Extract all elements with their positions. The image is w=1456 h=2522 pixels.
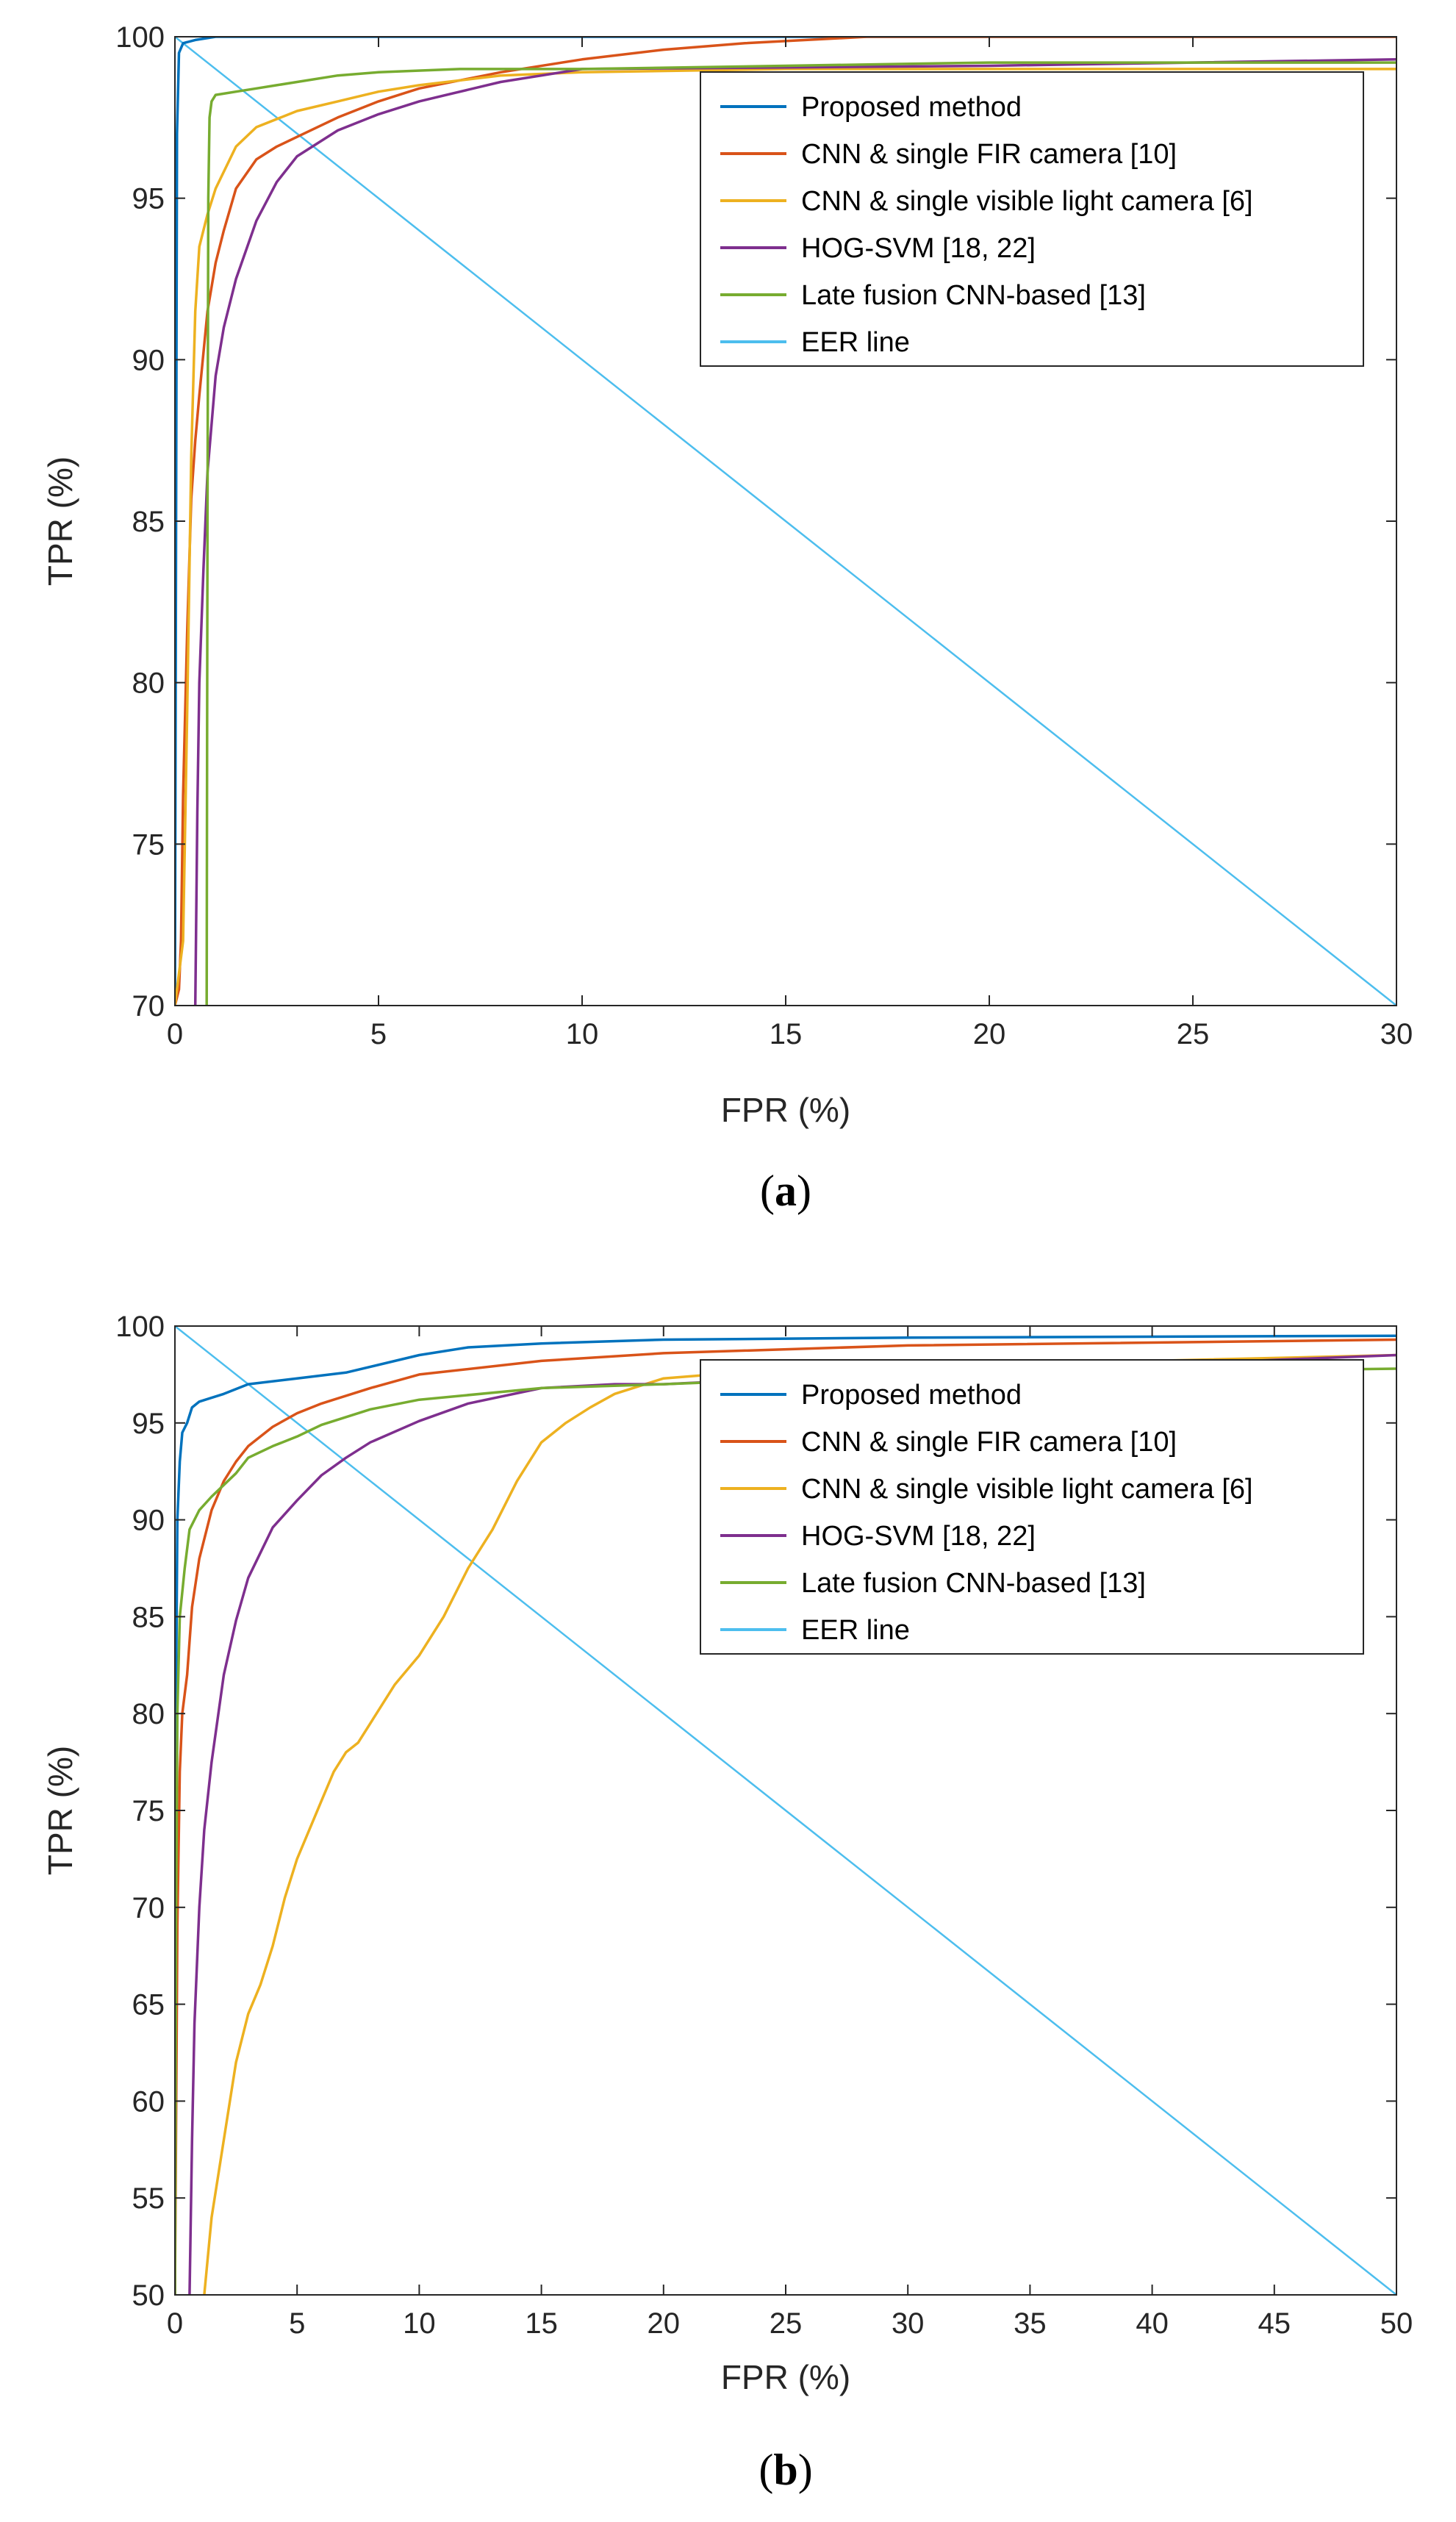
chart-a-legend-label-cnn-visible: CNN & single visible light camera [6] [801,186,1253,217]
chart-a-legend-entry-eer: EER line [720,327,910,358]
chart-b-series-proposed [175,1334,1396,2295]
chart-b-x-tick-label: 10 [403,2307,436,2340]
chart-b-y-axis-label: TPR (%) [41,1746,79,1875]
chart-b-series-late-fusion [175,1367,1396,2295]
chart-a-y-tick-label: 75 [132,828,165,861]
chart-b-x-tick-label: 0 [167,2307,183,2340]
chart-a-series-eer [175,37,1396,1006]
chart-b-legend-label-hog-svm: HOG-SVM [18, 22] [801,1521,1036,1552]
chart-b-legend-entry-cnn-visible: CNN & single visible light camera [6] [720,1474,1253,1505]
chart-b-y-tick-label: 70 [132,1892,165,1924]
chart-a-x-tick-label: 0 [167,1018,183,1050]
chart-b-y-tick-label: 80 [132,1698,165,1730]
chart-b-y-tick-label: 65 [132,1989,165,2021]
chart-a-legend-label-hog-svm: HOG-SVM [18, 22] [801,233,1036,264]
chart-b-legend-entry-eer: EER line [720,1615,910,1646]
chart-b-series-eer [175,1326,1396,2295]
chart-b-series-cnn-visible [203,1353,1396,2295]
chart-a-x-tick-label: 30 [1380,1018,1413,1050]
chart-b-x-tick-label: 5 [289,2307,305,2340]
chart-b-legend-label-cnn-fir: CNN & single FIR camera [10] [801,1427,1177,1458]
chart-b-y-tick-label: 50 [132,2279,165,2312]
chart-a-series-cnn-visible [175,68,1396,1006]
chart-a-legend-label-proposed: Proposed method [801,92,1022,123]
chart-a-series-proposed [175,37,1396,1006]
chart-b-x-tick-label: 25 [770,2307,803,2340]
chart-b-x-tick-label: 45 [1258,2307,1291,2340]
chart-b-x-tick-label: 35 [1014,2307,1047,2340]
chart-a-legend-label-late-fusion: Late fusion CNN-based [13] [801,280,1146,311]
chart-b-caption: (b) [759,2446,812,2494]
chart-a-legend-entry-cnn-fir: CNN & single FIR camera [10] [720,139,1177,170]
chart-b: 0 5 10 15 20 25 30 35 40 45 50 50 55 60 65 70 75 80 85 90 95… [41,1311,1413,2494]
chart-b-legend-label-cnn-visible: CNN & single visible light camera [6] [801,1474,1253,1505]
chart-a-x-tick-label: 15 [770,1018,803,1050]
chart-b-legend-box [700,1359,1364,1655]
chart-a-y-tick-label: 80 [132,667,165,700]
chart-b-x-tick-label: 20 [648,2307,681,2340]
chart-a-legend: Proposed method CNN & single FIR camera … [700,71,1364,367]
chart-a-legend-entry-proposed: Proposed method [720,92,1022,123]
chart-a-legend-entry-cnn-visible: CNN & single visible light camera [6] [720,186,1253,217]
chart-a-y-tick-label: 85 [132,506,165,538]
chart-b-x-axis-label: FPR (%) [721,2358,850,2396]
chart-b-x-tick-label: 15 [525,2307,558,2340]
chart-b-legend-entry-late-fusion: Late fusion CNN-based [13] [720,1568,1146,1599]
chart-a-legend-box [700,71,1364,367]
chart-b-y-tick-label: 100 [115,1311,165,1343]
chart-b-series-cnn-fir [175,1338,1396,2295]
chart-b-legend-entry-proposed: Proposed method [720,1380,1022,1411]
chart-a-x-tick-label: 10 [566,1018,599,1050]
chart-b-legend: Proposed method CNN & single FIR camera … [700,1359,1364,1655]
chart-a-legend-entry-hog-svm: HOG-SVM [18, 22] [720,233,1036,264]
chart-b-y-tick-label: 95 [132,1408,165,1440]
chart-b-legend-entry-hog-svm: HOG-SVM [18, 22] [720,1521,1036,1552]
chart-a-x-axis-label: FPR (%) [721,1091,850,1129]
chart-b-x-tick-label: 50 [1380,2307,1413,2340]
chart-b-legend-entry-cnn-fir: CNN & single FIR camera [10] [720,1427,1177,1458]
chart-b-y-tick-label: 90 [132,1505,165,1537]
chart-a-y-axis-label: TPR (%) [41,456,79,586]
chart-a-x-tick-label: 20 [973,1018,1006,1050]
chart-a-series-hog-svm [193,58,1396,1006]
chart-b-legend-label-proposed: Proposed method [801,1380,1022,1411]
chart-b-legend-label-eer: EER line [801,1615,910,1646]
chart-a: 0 5 10 15 20 25 30 70 75 80 85 90 95 100 FPR (%) TPR … [41,21,1413,1215]
chart-a-y-tick-label: 95 [132,183,165,215]
chart-b-y-tick-label: 60 [132,2085,165,2118]
chart-b-y-tick-label: 85 [132,1601,165,1633]
chart-a-y-tick-label: 90 [132,344,165,376]
chart-a-x-tick-label: 25 [1177,1018,1210,1050]
chart-a-legend-label-eer: EER line [801,327,910,358]
chart-a-y-tick-label: 100 [115,21,165,54]
chart-b-y-tick-label: 75 [132,1795,165,1827]
chart-a-x-tick-label: 5 [370,1018,387,1050]
chart-a-series-late-fusion [205,61,1396,1006]
chart-a-caption: (a) [760,1167,811,1215]
chart-b-y-tick-label: 55 [132,2182,165,2215]
chart-b-legend-label-late-fusion: Late fusion CNN-based [13] [801,1568,1146,1599]
chart-b-x-tick-label: 30 [892,2307,925,2340]
chart-a-legend-entry-late-fusion: Late fusion CNN-based [13] [720,280,1146,311]
chart-b-x-tick-label: 40 [1136,2307,1169,2340]
chart-a-legend-label-cnn-fir: CNN & single FIR camera [10] [801,139,1177,170]
chart-a-y-tick-label: 70 [132,990,165,1022]
